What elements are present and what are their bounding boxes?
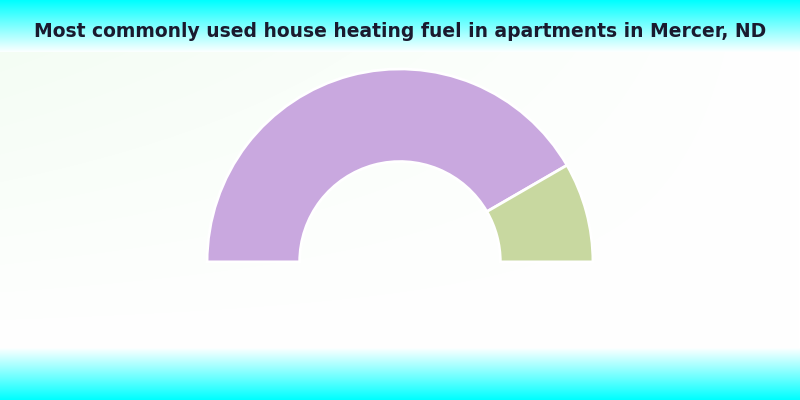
Wedge shape <box>207 69 567 262</box>
Text: Most commonly used house heating fuel in apartments in Mercer, ND: Most commonly used house heating fuel in… <box>34 22 766 41</box>
Wedge shape <box>487 165 593 262</box>
